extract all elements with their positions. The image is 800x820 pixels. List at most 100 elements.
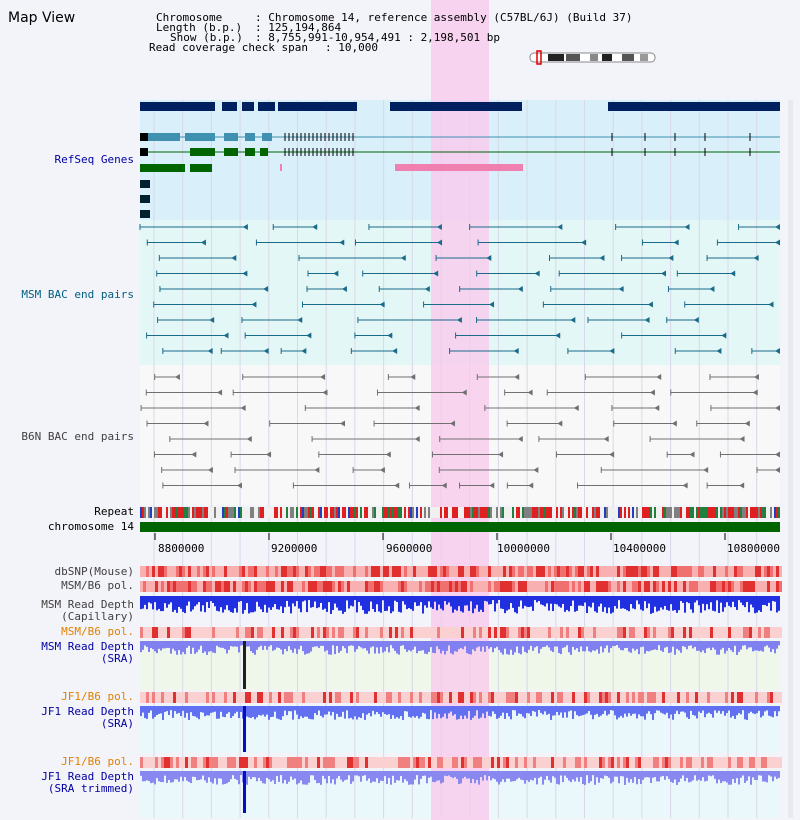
read-depth-bar	[248, 641, 250, 647]
read-depth-bar	[218, 771, 220, 779]
polymorphism-cell	[683, 692, 686, 703]
polymorphism-cell	[665, 627, 668, 638]
polymorphism-cell	[245, 627, 248, 638]
read-depth-bar	[736, 706, 738, 716]
read-depth-bar	[532, 641, 534, 651]
polymorphism-cell	[617, 757, 620, 768]
read-depth-bar	[618, 771, 620, 784]
read-depth-bar	[674, 596, 676, 611]
polymorphism-cell	[692, 757, 695, 768]
polymorphism-cell	[680, 566, 683, 577]
read-depth-bar	[690, 641, 692, 646]
polymorphism-cell	[302, 627, 305, 638]
polymorphism-cell	[437, 757, 440, 768]
read-depth-bar	[766, 771, 768, 783]
read-depth-bar	[440, 771, 442, 784]
read-depth-bar	[658, 596, 660, 611]
polymorphism-cell	[620, 757, 623, 768]
read-depth-bar	[144, 706, 146, 719]
polymorphism-cell	[566, 627, 569, 638]
read-depth-bar	[264, 706, 266, 717]
repeat-segment	[456, 507, 458, 518]
read-depth-bar	[760, 596, 762, 612]
polymorphism-cell	[311, 627, 314, 638]
polymorphism-cell	[581, 692, 584, 703]
read-depth-bar	[460, 771, 462, 784]
polymorphism-cell	[176, 627, 179, 638]
read-depth-bar	[522, 706, 524, 717]
read-depth-bar	[592, 706, 594, 720]
read-depth-bar	[736, 641, 738, 655]
read-depth-bar	[352, 641, 354, 646]
polymorphism-cell	[185, 566, 188, 577]
repeat-segment	[500, 507, 502, 518]
polymorphism-cell	[332, 757, 335, 768]
polymorphism-cell	[761, 566, 764, 577]
repeat-segment	[426, 507, 428, 518]
polymorphism-cell	[395, 581, 398, 592]
repeat-segment	[580, 507, 582, 518]
repeat-segment	[142, 507, 144, 518]
read-depth-bar	[308, 641, 310, 654]
read-depth-bar	[714, 641, 716, 650]
polymorphism-cell	[770, 566, 773, 577]
read-depth-bar	[486, 771, 488, 781]
read-depth-bar	[256, 596, 258, 602]
polymorphism-cell	[428, 757, 431, 768]
repeat-segment	[574, 507, 576, 518]
msm-bac-pair-arrow	[618, 286, 624, 292]
read-depth-bar	[140, 596, 142, 610]
read-depth-bar	[424, 771, 426, 776]
track-label-refseq[interactable]: RefSeq Genes	[54, 153, 134, 166]
read-depth-bar	[168, 706, 170, 716]
polymorphism-cell	[668, 692, 671, 703]
read-depth-bar	[530, 641, 532, 646]
read-depth-bar	[568, 771, 570, 781]
read-depth-bar	[524, 596, 526, 606]
repeat-segment	[462, 507, 464, 518]
read-depth-bar	[672, 771, 674, 783]
polymorphism-cell	[596, 627, 599, 638]
polymorphism-cell	[152, 581, 155, 592]
read-depth-bar	[192, 771, 194, 777]
repeat-segment	[154, 507, 156, 518]
read-depth-bar	[734, 596, 736, 607]
polymorphism-cell	[263, 627, 266, 638]
read-depth-bar	[734, 706, 736, 719]
polymorphism-cell	[182, 566, 185, 577]
polymorphism-cell	[299, 627, 302, 638]
polymorphism-cell	[233, 757, 236, 768]
repeat-segment	[776, 507, 778, 518]
polymorphism-cell	[671, 581, 674, 592]
read-depth-bar	[640, 706, 642, 717]
track-label-b6n-bac[interactable]: B6N BAC end pairs	[21, 430, 134, 443]
msm-bac-pair-arrow	[242, 270, 248, 277]
polymorphism-cell	[311, 757, 314, 768]
b6n-bac-pair-arrow	[514, 374, 520, 380]
read-depth-bar	[654, 771, 656, 778]
polymorphism-cell	[356, 581, 359, 592]
repeat-segment	[586, 507, 588, 518]
polymorphism-cell	[173, 692, 176, 703]
read-depth-bar	[660, 641, 662, 651]
read-depth-bar	[718, 641, 720, 655]
polymorphism-cell	[587, 627, 590, 638]
polymorphism-cell	[263, 757, 266, 768]
polymorphism-cell	[251, 692, 254, 703]
read-depth-bar	[528, 771, 530, 782]
read-depth-bar	[234, 706, 236, 714]
read-depth-bar	[636, 596, 638, 601]
polymorphism-cell	[278, 581, 281, 592]
read-depth-bar	[260, 771, 262, 781]
polymorphism-cell	[500, 581, 503, 592]
read-depth-bar	[700, 771, 702, 781]
polymorphism-cell	[392, 566, 395, 577]
polymorphism-cell	[731, 581, 734, 592]
read-depth-bar	[608, 771, 610, 778]
read-depth-bar	[728, 771, 730, 785]
read-depth-bar	[474, 706, 476, 716]
read-depth-bar	[694, 641, 696, 647]
track-label-msm-bac[interactable]: MSM BAC end pairs	[21, 288, 134, 301]
read-depth-bar	[512, 771, 514, 782]
